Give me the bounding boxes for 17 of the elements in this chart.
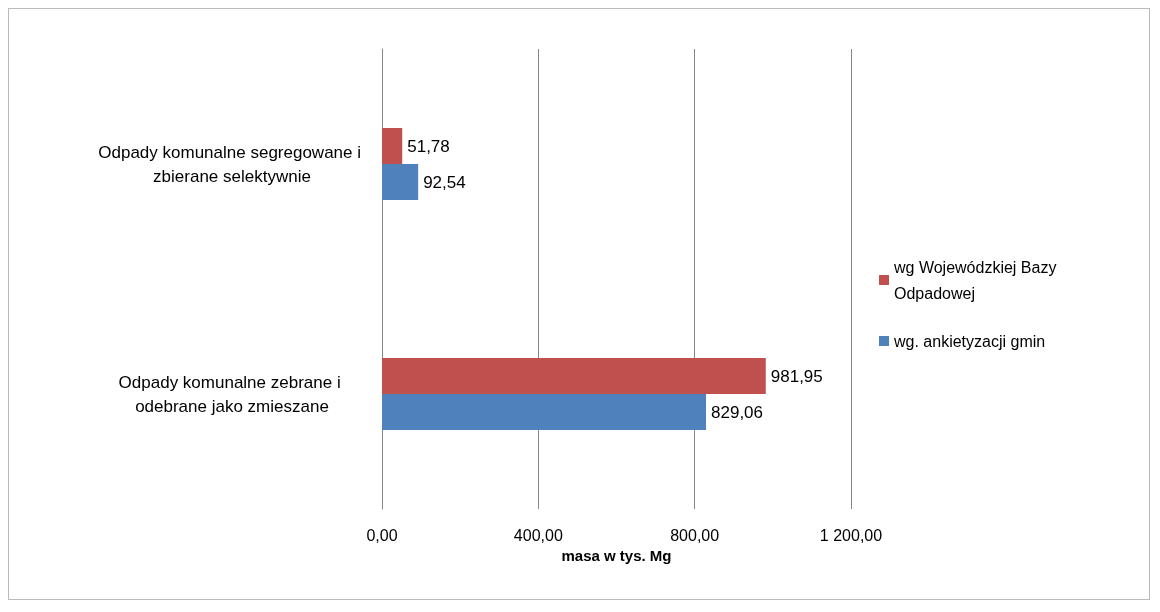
bar — [382, 128, 403, 164]
data-label: 92,54 — [423, 172, 466, 192]
x-tick-label: 0,00 — [366, 526, 398, 544]
legend-label: wg Wojewódzkiej Bazy Odpadowej — [893, 258, 1061, 302]
bar — [382, 394, 707, 430]
y-tick-label: Odpady komunalne segregowane i zbierane selektywnie — [98, 142, 366, 186]
y-tick-label: Odpady komunalne zebrane i odebrane jako zmieszane — [118, 372, 346, 416]
bar — [382, 164, 419, 200]
x-axis-title: masa w tys. Mg — [561, 546, 672, 564]
legend-label: wg. ankietyzacji gmin — [893, 332, 1046, 350]
x-tick-label: 400,00 — [513, 526, 563, 544]
data-label: 51,78 — [407, 136, 450, 156]
x-tick-label: 1 200,00 — [819, 526, 883, 544]
bar — [382, 358, 766, 394]
x-tick-label: 800,00 — [670, 526, 720, 544]
data-label: 829,06 — [711, 402, 764, 422]
data-label: 981,95 — [770, 366, 823, 386]
